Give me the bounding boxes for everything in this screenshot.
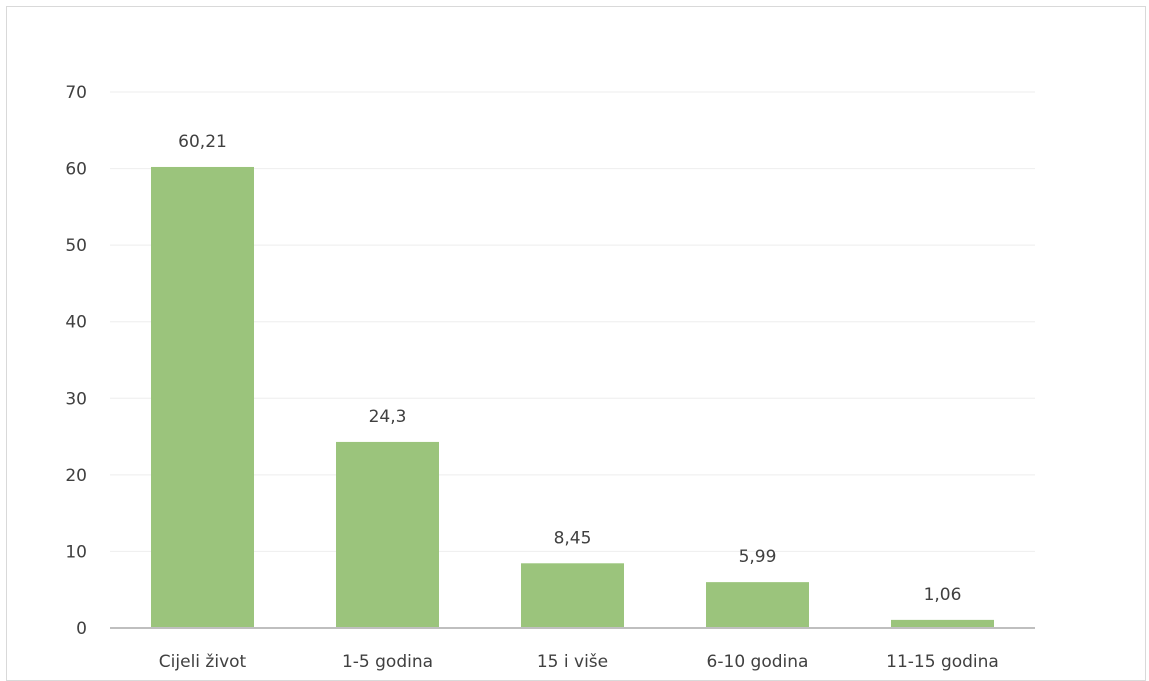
category-label: 1-5 godina [342, 652, 433, 672]
data-label: 8,45 [554, 528, 592, 548]
category-label: 11-15 godina [886, 652, 999, 672]
x-axis-category-labels: Cijeli život 1-5 godina 15 i više 6-10 godi… [159, 652, 999, 672]
bars [151, 166, 994, 628]
y-tick-label: 40 [65, 313, 87, 333]
bar [706, 582, 809, 628]
bar [151, 166, 254, 628]
data-label: 60,21 [178, 132, 227, 152]
data-label: 5,99 [739, 547, 777, 567]
y-tick-label: 30 [65, 389, 87, 409]
bar [521, 563, 624, 628]
y-tick-label: 20 [65, 466, 87, 486]
bar [336, 441, 439, 628]
y-axis-tick-labels: 0 10 20 30 40 50 60 70 [65, 83, 87, 639]
y-tick-label: 0 [76, 619, 87, 639]
y-tick-label: 70 [65, 83, 87, 103]
data-labels: 60,21 24,3 8,45 5,99 1,06 [178, 132, 961, 605]
category-label: Cijeli život [159, 652, 247, 672]
bar [891, 619, 994, 628]
category-label: 6-10 godina [707, 652, 809, 672]
gridlines [110, 91, 1035, 552]
y-tick-label: 60 [65, 160, 87, 180]
data-label: 1,06 [924, 585, 962, 605]
y-tick-label: 10 [65, 542, 87, 562]
data-label: 24,3 [369, 407, 407, 427]
category-label: 15 i više [537, 652, 608, 672]
y-tick-label: 50 [65, 236, 87, 256]
